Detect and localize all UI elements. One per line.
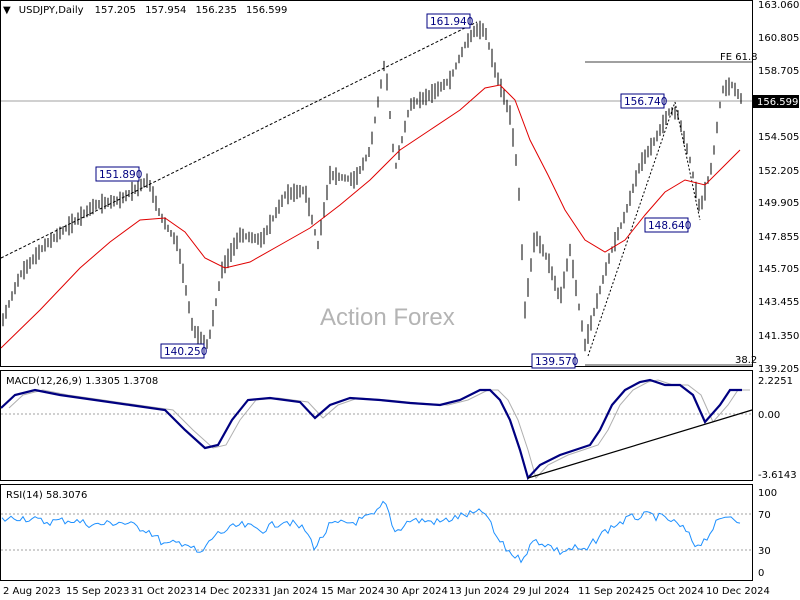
high-value: 157.954 xyxy=(145,5,186,16)
close-value: 156.599 xyxy=(246,5,287,16)
label-140-250: 140.250 xyxy=(160,343,207,359)
macd-main-line xyxy=(0,378,742,481)
macd-trendline xyxy=(527,409,753,479)
upper-trendline xyxy=(0,21,478,259)
label-139-570: 139.570 xyxy=(531,353,578,369)
label-161-940: 161.940 xyxy=(426,13,473,29)
svg-text:140.250: 140.250 xyxy=(164,346,207,358)
x-tick-label: 14 Dec 2023 xyxy=(194,586,258,597)
svg-text:151.890: 151.890 xyxy=(99,169,142,181)
macd-signal-line xyxy=(8,379,750,479)
x-tick-label: 25 Oct 2024 xyxy=(642,586,704,597)
macd-panel-frame xyxy=(0,370,753,481)
y-tick-label: 143.455 xyxy=(758,297,799,308)
svg-text:148.640: 148.640 xyxy=(648,220,691,232)
y-tick-label: 163.060 xyxy=(758,0,799,11)
x-tick-label: 29 Jul 2024 xyxy=(513,586,570,597)
y-tick-label: 154.505 xyxy=(758,132,799,143)
label-156-740: 156.740 xyxy=(620,93,667,109)
price-panel-frame xyxy=(0,0,753,367)
rsi-line xyxy=(1,500,741,564)
macd-y-tick: 2.2251 xyxy=(758,376,793,387)
moving-average-line xyxy=(0,84,741,349)
open-value: 157.205 xyxy=(95,5,136,16)
x-tick-label: 31 Oct 2023 xyxy=(131,586,193,597)
macd-y-tick: 0.00 xyxy=(758,410,780,421)
rsi-y-tick: 100 xyxy=(758,488,777,499)
svg-text:161.940: 161.940 xyxy=(430,16,473,28)
svg-text:139.570: 139.570 xyxy=(535,356,578,368)
x-tick-label: 31 Jan 2024 xyxy=(258,586,318,597)
y-tick-label: 152.205 xyxy=(758,166,799,177)
x-tick-label: 13 Jun 2024 xyxy=(449,586,509,597)
y-tick-label: 158.705 xyxy=(758,66,799,77)
svg-text:156.599: 156.599 xyxy=(757,97,798,108)
macd-title: MACD(12,26,9) 1.3305 1.3708 xyxy=(6,376,158,387)
x-tick-label: 30 Apr 2024 xyxy=(386,586,448,597)
x-tick-label: 15 Mar 2024 xyxy=(321,586,384,597)
y-tick-label: 139.205 xyxy=(758,364,799,375)
rsi-title: RSI(14) 58.3076 xyxy=(6,490,87,501)
x-tick-label: 11 Sep 2024 xyxy=(578,586,641,597)
price-y-axis: 163.060 160.805 158.705 154.505 152.205 … xyxy=(758,0,799,375)
triangle-icon: ▼ xyxy=(3,5,11,16)
low-value: 156.235 xyxy=(196,5,237,16)
fe-61-8-label: FE 61.8 xyxy=(720,52,758,63)
x-axis: 2 Aug 2023 15 Sep 2023 31 Oct 2023 14 De… xyxy=(3,586,770,597)
watermark: Action Forex xyxy=(320,304,455,331)
y-tick-label: 147.855 xyxy=(758,232,799,243)
svg-text:156.740: 156.740 xyxy=(624,96,667,108)
rsi-panel-frame xyxy=(0,484,753,581)
swing-line-high-low xyxy=(674,101,701,221)
rsi-y-tick: 70 xyxy=(758,510,771,521)
y-tick-label: 160.805 xyxy=(758,33,799,44)
label-151-890: 151.890 xyxy=(95,166,142,182)
y-tick-label: 149.905 xyxy=(758,198,799,209)
price-header: ▼ USDJPY,Daily 157.205 157.954 156.235 1… xyxy=(3,0,287,17)
rsi-y-tick: 0 xyxy=(758,568,764,579)
rsi-y-tick: 30 xyxy=(758,546,771,557)
current-price-tag: 156.599 xyxy=(753,95,799,108)
x-tick-label: 15 Sep 2023 xyxy=(66,586,129,597)
y-tick-label: 145.705 xyxy=(758,264,799,275)
symbol-label: USDJPY,Daily xyxy=(19,5,84,16)
macd-y-tick: -3.6143 xyxy=(758,470,797,481)
label-148-640: 148.640 xyxy=(644,217,691,233)
y-tick-label: 141.350 xyxy=(758,331,799,342)
x-tick-label: 10 Dec 2024 xyxy=(706,586,770,597)
swing-line-low-high xyxy=(587,101,676,357)
fib-38-2-label: 38.2 xyxy=(735,355,757,366)
x-tick-label: 2 Aug 2023 xyxy=(3,586,61,597)
